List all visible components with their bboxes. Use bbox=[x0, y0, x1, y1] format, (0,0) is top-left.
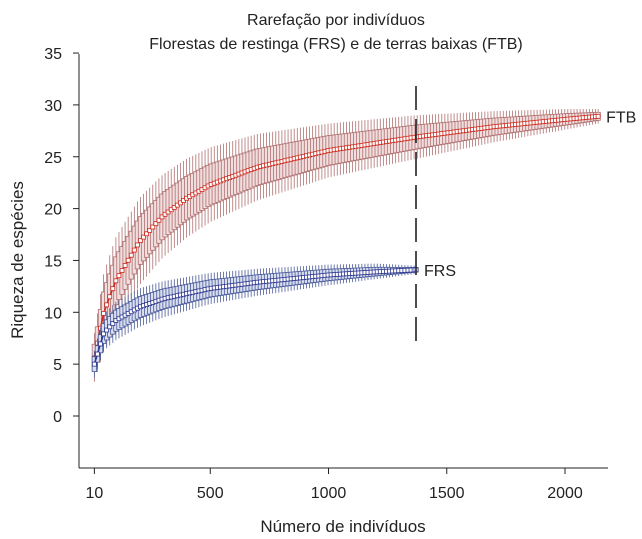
plot-area bbox=[91, 86, 601, 382]
mean-marker bbox=[104, 302, 110, 308]
series-label-frs: FRS bbox=[424, 263, 456, 280]
x-tick-label: 1500 bbox=[429, 485, 465, 502]
mean-marker bbox=[110, 286, 116, 292]
y-tick-label: 20 bbox=[44, 202, 62, 219]
y-tick-label: 10 bbox=[44, 305, 62, 322]
mean-marker bbox=[101, 331, 106, 337]
x-axis-ticks: 10 500 1000 1500 2000 bbox=[85, 468, 583, 502]
mean-marker bbox=[113, 278, 119, 284]
y-axis-label: Riqueza de espécies bbox=[8, 181, 27, 339]
series-frs bbox=[91, 263, 419, 378]
mean-marker bbox=[131, 247, 137, 253]
y-tick-label: 30 bbox=[44, 98, 62, 115]
mean-marker bbox=[110, 321, 116, 326]
y-tick-label: 15 bbox=[44, 253, 62, 270]
mean-marker bbox=[595, 113, 601, 119]
x-tick-label: 500 bbox=[197, 485, 224, 502]
y-tick-label: 5 bbox=[53, 357, 62, 374]
x-tick-label: 2000 bbox=[547, 485, 583, 502]
mean-marker bbox=[159, 214, 165, 220]
mean-marker bbox=[128, 252, 134, 258]
mean-marker bbox=[144, 231, 150, 237]
mean-marker bbox=[95, 351, 100, 357]
y-tick-label: 35 bbox=[44, 46, 62, 63]
mean-marker bbox=[122, 263, 128, 268]
mean-marker bbox=[107, 294, 113, 300]
y-tick-label: 0 bbox=[53, 409, 62, 426]
x-axis-label: Número de indivíduos bbox=[260, 517, 425, 536]
mean-marker bbox=[125, 257, 131, 263]
mean-marker bbox=[147, 227, 153, 233]
y-axis-ticks: 0 5 10 15 20 25 30 35 bbox=[44, 46, 79, 426]
x-tick-label: 10 bbox=[85, 485, 103, 502]
mean-marker bbox=[138, 238, 143, 243]
series-ftb bbox=[91, 109, 601, 382]
mean-marker bbox=[107, 324, 113, 330]
mean-marker bbox=[150, 224, 156, 230]
mean-marker bbox=[101, 311, 106, 316]
mean-marker bbox=[141, 234, 146, 240]
series-label-ftb: FTB bbox=[606, 109, 636, 126]
x-tick-label: 1000 bbox=[311, 485, 347, 502]
chart-subtitle: Florestas de restinga (FRS) e de terras … bbox=[149, 36, 522, 53]
mean-marker bbox=[91, 361, 97, 367]
mean-marker bbox=[98, 341, 103, 347]
mean-marker bbox=[119, 268, 125, 273]
y-tick-label: 25 bbox=[44, 150, 62, 167]
mean-marker bbox=[153, 221, 159, 227]
chart-title: Rarefação por indivíduos bbox=[247, 12, 425, 29]
mean-marker bbox=[104, 327, 110, 333]
mean-marker bbox=[135, 242, 140, 248]
mean-marker bbox=[116, 273, 122, 279]
mean-marker bbox=[156, 217, 162, 223]
